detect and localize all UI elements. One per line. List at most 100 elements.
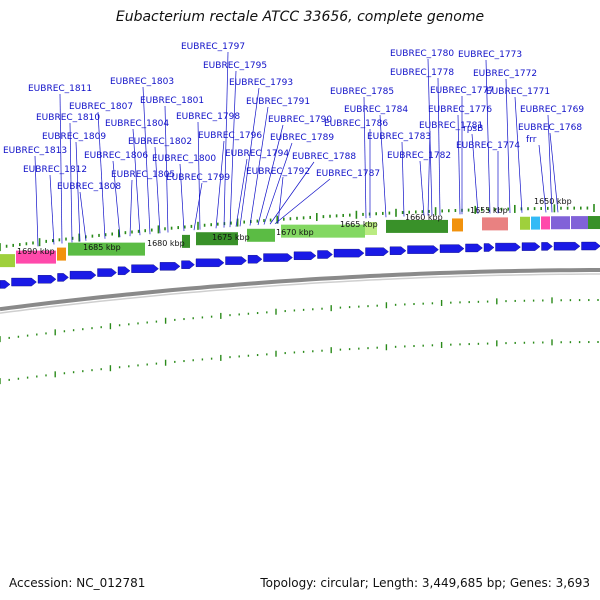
cds-arrow <box>495 242 521 252</box>
cds-arrow <box>439 244 465 253</box>
tick-label-1685-kbp: 1685 kbp <box>83 243 121 252</box>
gene-label-eubrec_1771: EUBREC_1771 <box>486 87 550 97</box>
gene-label-eubrec_1796: EUBREC_1796 <box>198 131 262 141</box>
gene-label-eubrec_1786: EUBREC_1786 <box>324 119 388 129</box>
leader-line <box>363 96 367 219</box>
leader-line <box>229 70 237 228</box>
leader-line <box>34 155 39 247</box>
leader-line <box>193 182 203 231</box>
gene-label-eubrec_1799: EUBREC_1799 <box>166 173 230 183</box>
leader-line <box>379 114 387 218</box>
gene-label-eubrec_1768: EUBREC_1768 <box>518 123 582 133</box>
gene-label-eubrec_1782: EUBREC_1782 <box>387 151 451 161</box>
gene-label-eubrec_1792: EUBREC_1792 <box>246 167 310 177</box>
cds-arrow <box>389 246 407 255</box>
tick-label-1670-kbp: 1670 kbp <box>276 228 314 237</box>
leader-line <box>197 121 201 230</box>
cds-arrow <box>97 268 117 277</box>
cds-arrow <box>407 245 439 254</box>
gene-label-eubrec_1787: EUBREC_1787 <box>316 169 380 179</box>
tick-label-1680-kbp: 1680 kbp <box>147 239 185 248</box>
cds-arrow <box>69 270 97 280</box>
cds-arrow <box>131 264 159 273</box>
gene-label-eubrec_1808: EUBREC_1808 <box>57 182 121 192</box>
gene-label-eubrec_1803: EUBREC_1803 <box>110 77 174 87</box>
cds-arrow <box>247 255 263 264</box>
leader-line <box>274 178 331 225</box>
cds-arrow <box>333 248 365 258</box>
cds-arrow <box>317 250 333 259</box>
cog-block <box>196 232 238 246</box>
cds-arrow <box>225 256 247 265</box>
leader-line <box>132 128 141 236</box>
leader-line <box>263 142 293 225</box>
cds-arrow <box>521 242 541 251</box>
cds-arrow <box>11 277 37 287</box>
leader-line <box>164 105 169 233</box>
tick-label-1675-kbp: 1675 kbp <box>212 233 250 242</box>
leader-line <box>97 111 106 239</box>
leader-line <box>269 161 315 225</box>
cog-block <box>551 216 570 230</box>
leader-line <box>239 87 260 227</box>
inner-ring-ticks <box>0 339 599 385</box>
leader-line <box>277 176 284 224</box>
tick-label-1650-kbp: 1650 kbp <box>534 197 572 206</box>
cds-arrow <box>117 266 131 276</box>
leader-line <box>457 114 461 215</box>
cog-block <box>531 216 540 230</box>
leader-line <box>142 86 151 235</box>
leader-line <box>49 174 55 245</box>
gene-label-eubrec_1777: EUBREC_1777 <box>430 86 494 96</box>
tick-label-1655-kbp: 1655 kbp <box>470 206 508 215</box>
gene-label-eubrec_1791: EUBREC_1791 <box>246 97 310 107</box>
gene-label-eubrec_1778: EUBREC_1778 <box>390 68 454 78</box>
leader-line <box>505 78 511 214</box>
leader-line <box>235 158 248 227</box>
cog-track <box>0 216 600 268</box>
leader-line <box>485 59 491 214</box>
cds-arrow <box>37 275 57 284</box>
leader-line <box>419 160 425 216</box>
cds-arrow <box>581 241 600 251</box>
cog-block <box>452 218 463 232</box>
gene-label-eubrec_1793: EUBREC_1793 <box>229 78 293 88</box>
cds-arrow <box>0 280 11 289</box>
leader-line <box>249 106 269 226</box>
gene-label-eubrec_1797: EUBREC_1797 <box>181 42 245 52</box>
cds-arrow <box>293 251 317 260</box>
gene-label-eubrec_1794: EUBREC_1794 <box>225 149 289 159</box>
gene-labels <box>34 51 559 247</box>
leader-line <box>79 191 87 241</box>
gene-label-frr: frr <box>526 135 537 145</box>
inner-ring-ticks <box>0 297 599 343</box>
gene-label-eubrec_1780: EUBREC_1780 <box>390 49 454 59</box>
gene-label-eubrec_1805: EUBREC_1805 <box>111 170 175 180</box>
cog-block <box>182 234 190 248</box>
leader-line <box>401 141 405 217</box>
gene-label-eubrec_1788: EUBREC_1788 <box>292 152 356 162</box>
gene-label-eubrec_1811: EUBREC_1811 <box>28 84 92 94</box>
leader-line <box>427 130 431 216</box>
leader-line <box>179 163 185 232</box>
leader-line <box>437 77 441 216</box>
cog-block <box>541 216 550 230</box>
gene-label-eubrec_1801: EUBREC_1801 <box>140 96 204 106</box>
gene-label-rpsb: rpsB <box>463 124 483 134</box>
cog-block <box>247 228 275 242</box>
cds-arrow <box>57 273 69 282</box>
cds-arrow <box>465 243 483 253</box>
leader-line <box>514 96 523 213</box>
tick-label-1665-kbp: 1665 kbp <box>340 220 378 229</box>
cds-arrow <box>553 241 581 251</box>
cog-block <box>16 250 56 264</box>
gene-label-eubrec_1802: EUBREC_1802 <box>128 137 192 147</box>
cog-block <box>57 247 66 261</box>
cds-arrow <box>541 242 553 251</box>
gene-label-eubrec_1806: EUBREC_1806 <box>84 151 148 161</box>
gene-label-eubrec_1783: EUBREC_1783 <box>367 132 431 142</box>
cog-block <box>386 219 448 233</box>
cog-block <box>520 216 530 230</box>
cds-track <box>0 241 600 289</box>
cds-arrow <box>159 262 181 271</box>
